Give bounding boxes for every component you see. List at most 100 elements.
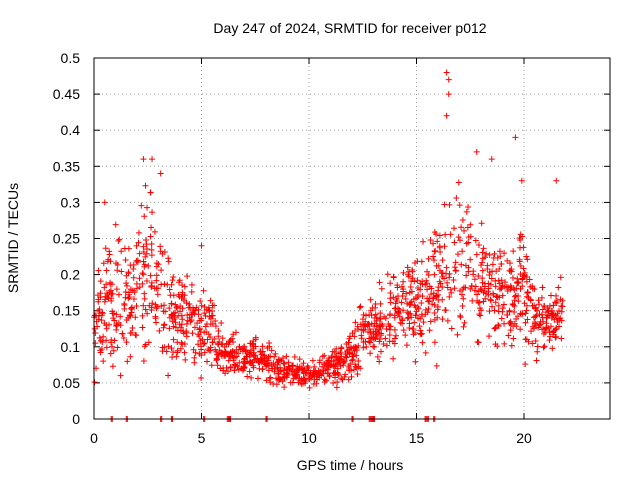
data-point	[523, 307, 530, 314]
data-point	[371, 323, 378, 330]
data-point	[438, 270, 445, 277]
data-point	[446, 274, 453, 281]
data-point	[528, 328, 535, 335]
data-point	[331, 363, 338, 370]
data-point	[165, 372, 172, 379]
y-tick-label: 0.35	[53, 158, 80, 174]
data-point	[264, 345, 271, 352]
data-point	[140, 271, 147, 278]
data-point	[431, 257, 438, 264]
data-point	[517, 271, 524, 278]
axis-layer: 0 0.05 0.1 0.15 0.2 0.25 0.3 0.35 0.4 0.45 0.5 0 5 10…	[53, 50, 610, 446]
data-point	[367, 296, 374, 303]
data-point	[465, 264, 472, 271]
data-point	[492, 325, 499, 332]
data-point	[204, 336, 211, 343]
data-point	[525, 338, 532, 345]
data-point	[435, 291, 442, 298]
data-point	[372, 328, 379, 335]
data-point	[419, 293, 426, 300]
data-point	[92, 340, 99, 347]
data-point	[281, 384, 288, 391]
plot-frame	[93, 57, 611, 420]
data-point	[313, 380, 320, 387]
data-point	[506, 260, 513, 267]
data-point	[218, 319, 225, 326]
x-tick-label: 15	[409, 430, 425, 446]
data-point	[459, 248, 466, 255]
data-point	[97, 337, 104, 344]
data-point	[250, 352, 257, 359]
data-point	[418, 330, 425, 337]
data-point	[267, 353, 274, 360]
data-point	[101, 284, 108, 291]
data-point	[351, 333, 358, 340]
data-point	[491, 250, 498, 257]
data-point	[183, 329, 190, 336]
data-point	[171, 315, 178, 322]
data-point	[334, 365, 341, 372]
data-point	[407, 310, 414, 317]
data-point	[306, 384, 313, 391]
data-point	[465, 239, 472, 246]
data-point	[556, 323, 563, 330]
data-point	[457, 314, 464, 321]
data-point	[329, 348, 336, 355]
data-point	[498, 277, 505, 284]
data-point	[527, 283, 534, 290]
data-point	[536, 301, 543, 308]
data-point	[478, 307, 485, 314]
data-point	[141, 261, 148, 268]
data-point	[91, 379, 98, 386]
data-point	[555, 307, 562, 314]
data-point	[233, 346, 240, 353]
data-point	[349, 357, 356, 364]
data-point	[362, 318, 369, 325]
data-point	[102, 293, 109, 300]
data-point	[509, 300, 516, 307]
data-point	[195, 311, 202, 318]
data-point	[161, 321, 168, 328]
data-point	[115, 237, 122, 244]
data-point	[523, 253, 530, 260]
data-point	[376, 316, 383, 323]
data-point	[123, 282, 130, 289]
data-point	[113, 260, 120, 267]
data-point	[487, 297, 494, 304]
data-point	[400, 288, 407, 295]
data-point	[408, 298, 415, 305]
data-point	[109, 310, 116, 317]
y-tick-label: 0.4	[61, 122, 81, 138]
data-point	[153, 272, 160, 279]
data-point	[231, 367, 238, 374]
data-point	[384, 271, 391, 278]
data-point	[116, 291, 123, 298]
data-point	[280, 360, 287, 367]
data-point	[343, 353, 350, 360]
data-point	[153, 277, 160, 284]
data-point	[127, 286, 134, 293]
data-point	[419, 339, 426, 346]
data-point	[133, 257, 140, 264]
data-point	[165, 343, 172, 350]
data-point	[437, 280, 444, 287]
data-point	[183, 320, 190, 327]
data-point	[363, 343, 370, 350]
data-point	[136, 284, 143, 291]
data-point	[140, 358, 147, 365]
data-point	[258, 357, 265, 364]
data-point	[532, 304, 539, 311]
data-point	[524, 289, 531, 296]
data-point	[289, 368, 296, 375]
data-point	[114, 322, 121, 329]
data-point	[188, 281, 195, 288]
data-point	[417, 280, 424, 287]
data-point	[140, 258, 147, 265]
data-point	[377, 300, 384, 307]
data-point	[235, 366, 242, 373]
data-point	[529, 302, 536, 309]
data-point	[427, 236, 434, 243]
data-point	[358, 332, 365, 339]
data-point	[387, 295, 394, 302]
data-point	[103, 344, 110, 351]
